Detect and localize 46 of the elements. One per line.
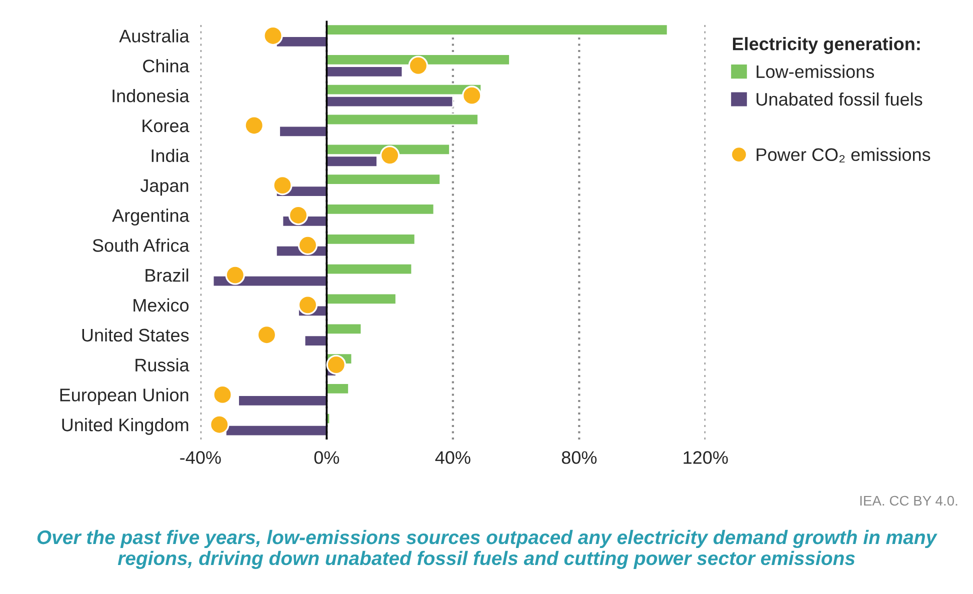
point	[462, 86, 482, 106]
point	[212, 384, 232, 405]
y-tick-label: United States	[82, 328, 189, 342]
y-tick-label: China	[143, 59, 190, 72]
x-tick-label: 0%	[314, 451, 340, 464]
y-tick-label: Brazil	[146, 268, 188, 282]
bar	[278, 125, 328, 138]
point	[263, 26, 283, 46]
x-tick-label: -40%	[180, 451, 221, 464]
x-tick-label: 80%	[562, 451, 597, 464]
legend-title: Electricity generation:	[732, 37, 920, 54]
y-tick-label: India	[152, 148, 190, 162]
point	[209, 414, 230, 434]
y-tick-label: United Kingdom	[62, 418, 188, 435]
y-tick-label: European Union	[60, 388, 188, 405]
bar	[326, 233, 416, 246]
y-tick-label: Korea	[142, 120, 190, 132]
text: IEA. CC BY 4.0.	[860, 496, 958, 506]
point	[380, 146, 400, 166]
bar	[326, 113, 479, 126]
point	[408, 56, 428, 76]
legend-label: Power CO₂ emissions	[756, 148, 930, 162]
point	[326, 354, 346, 375]
x-tick-label: 120%	[684, 451, 728, 464]
point	[298, 295, 318, 315]
y-tick-label: Japan	[140, 179, 188, 196]
point	[225, 265, 246, 285]
point	[298, 235, 318, 256]
point	[288, 205, 308, 226]
bar	[326, 322, 362, 335]
y-tick-label: Australia	[119, 29, 190, 42]
y-tick-label: Indonesia	[112, 89, 190, 102]
bar	[326, 262, 413, 276]
y-tick-label: Russia	[136, 358, 190, 372]
x-tick-label: 40%	[435, 451, 470, 464]
text: Over the past five years, low-emissions sources outpaced any electricity demand growth in many regions, driving down unabated fossil fuels and cutting power sector emissions	[37, 530, 938, 569]
y-tick-label: Argentina	[112, 208, 190, 226]
point	[272, 175, 292, 196]
legend-label: Unabated fossil fuels	[756, 92, 922, 106]
legend-label: Low-emissions	[756, 64, 874, 78]
bar	[304, 334, 328, 347]
y-tick-label: South Africa	[92, 238, 190, 252]
point	[244, 116, 264, 136]
bar	[326, 292, 397, 306]
point	[256, 324, 277, 345]
y-tick-label: Mexico	[134, 298, 189, 312]
